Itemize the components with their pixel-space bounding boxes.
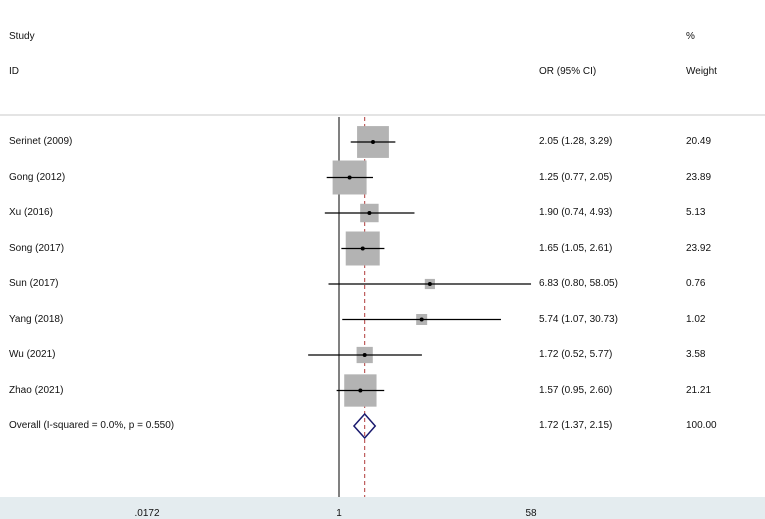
study-or-ci: 1.72 (0.52, 5.77) bbox=[539, 349, 613, 360]
study-weight: 3.58 bbox=[686, 349, 706, 360]
overall-diamond bbox=[352, 412, 377, 440]
study-weight: 20.49 bbox=[686, 136, 712, 147]
study-or-ci: 1.57 (0.95, 2.60) bbox=[539, 384, 613, 396]
study-or-ci: 5.74 (1.07, 30.73) bbox=[539, 313, 618, 325]
overall-label: Overall (I-squared = 0.0%, p = 0.550) bbox=[9, 420, 175, 431]
header-or-ci: OR (95% CI) bbox=[539, 66, 597, 77]
study-label: Wu (2021) bbox=[9, 349, 56, 360]
study-label: Sun (2017) bbox=[9, 278, 59, 289]
header-weight: Weight bbox=[686, 66, 717, 77]
x-axis-band bbox=[0, 497, 765, 519]
point-estimate bbox=[427, 282, 432, 286]
overall-weight: 100.00 bbox=[686, 420, 717, 431]
study-weight: 5.13 bbox=[686, 207, 706, 218]
study-label: Zhao (2021) bbox=[9, 384, 64, 396]
x-tick-label: 58 bbox=[525, 508, 537, 519]
point-estimate bbox=[367, 211, 372, 215]
x-tick-label: 1 bbox=[336, 508, 342, 519]
study-or-ci: 1.25 (0.77, 2.05) bbox=[539, 171, 613, 183]
x-tick-label: .0172 bbox=[134, 508, 160, 519]
study-label: Song (2017) bbox=[9, 242, 65, 254]
overall-or-ci: 1.72 (1.37, 2.15) bbox=[539, 420, 613, 431]
header-study: Study bbox=[9, 31, 35, 42]
study-label: Gong (2012) bbox=[9, 171, 66, 183]
study-or-ci: 2.05 (1.28, 3.29) bbox=[539, 136, 613, 147]
header-percent: % bbox=[686, 31, 695, 42]
study-label: Yang (2018) bbox=[9, 313, 64, 325]
point-estimate bbox=[362, 353, 367, 357]
point-estimate bbox=[370, 140, 375, 144]
study-or-ci: 1.90 (0.74, 4.93) bbox=[539, 207, 613, 218]
study-label: Xu (2016) bbox=[9, 207, 53, 218]
point-estimate bbox=[358, 388, 363, 393]
study-weight: 23.92 bbox=[686, 242, 712, 254]
study-label: Serinet (2009) bbox=[9, 136, 73, 147]
point-estimate bbox=[360, 246, 365, 251]
study-weight: 21.21 bbox=[686, 384, 712, 396]
study-weight: 1.02 bbox=[686, 313, 706, 325]
study-or-ci: 6.83 (0.80, 58.05) bbox=[539, 278, 618, 289]
study-weight: 0.76 bbox=[686, 278, 706, 289]
point-estimate bbox=[347, 175, 352, 180]
header-id: ID bbox=[9, 66, 19, 77]
study-or-ci: 1.65 (1.05, 2.61) bbox=[539, 242, 613, 254]
point-estimate bbox=[419, 317, 424, 322]
study-weight: 23.89 bbox=[686, 171, 712, 183]
